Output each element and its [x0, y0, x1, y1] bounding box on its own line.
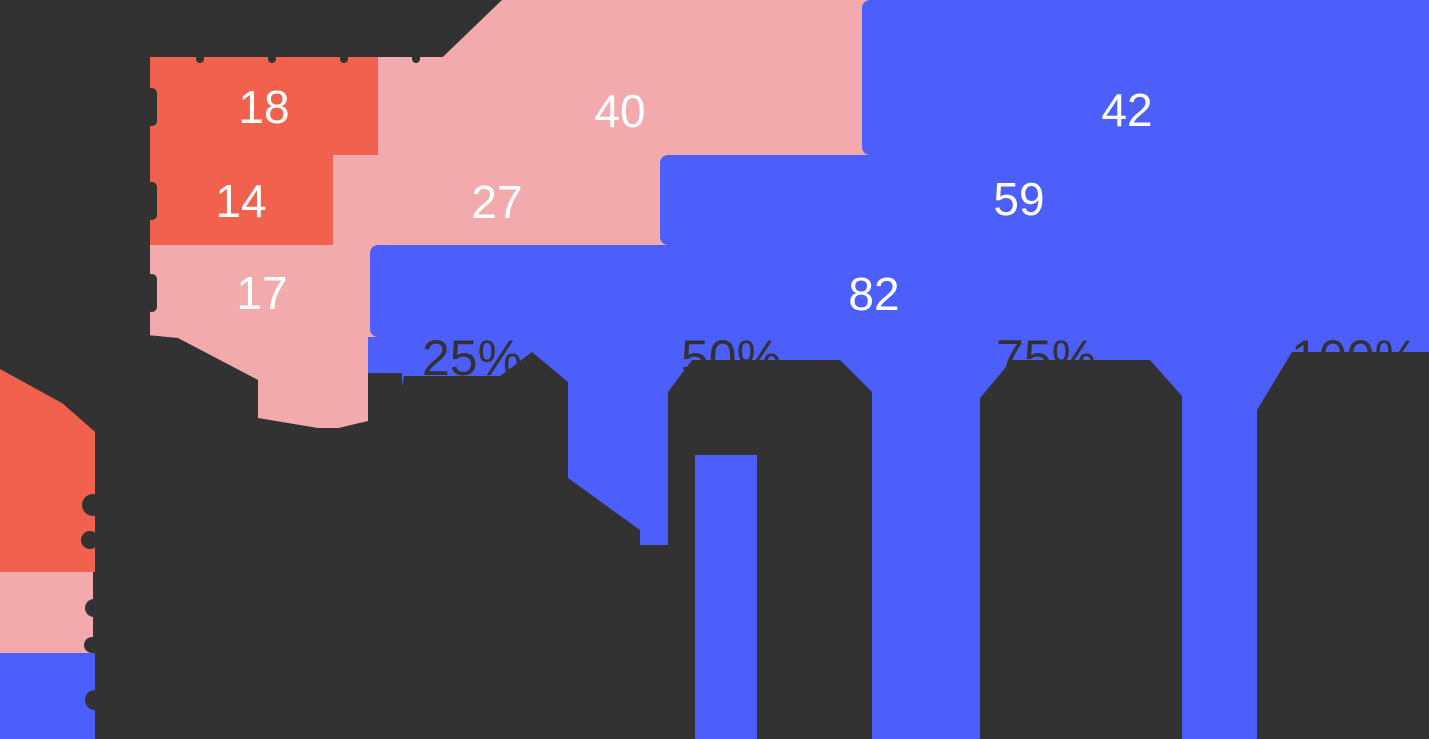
bar-row2-segment-blue[interactable] — [660, 155, 1429, 245]
bar-row3-segment-blue[interactable] — [370, 245, 1429, 337]
hidden-legend-text-notch — [82, 494, 104, 516]
hidden-title-descender — [412, 53, 420, 63]
value-label-row2-pink: 27 — [471, 176, 523, 228]
value-label-row2-red: 14 — [215, 175, 267, 227]
value-label-row2-blue: 59 — [993, 173, 1045, 225]
hidden-category-label-2 — [146, 182, 157, 220]
bar-row1-segment-blue[interactable] — [862, 0, 1429, 155]
bar-row3-segment-pink[interactable] — [150, 245, 378, 337]
value-label-row3-pink: 17 — [236, 267, 288, 319]
hidden-category-label-1 — [146, 88, 157, 126]
x-tick-50: 50% — [680, 330, 782, 386]
bar-row2-segment-pink[interactable] — [333, 155, 668, 245]
hidden-legend-text-notch — [85, 599, 103, 617]
hidden-legend-text-notch — [85, 690, 105, 710]
hidden-legend-text-notch — [84, 637, 100, 653]
value-label-row3-blue: 82 — [848, 268, 900, 320]
hidden-title-descender — [340, 53, 348, 63]
x-tick-75: 75% — [995, 330, 1097, 386]
value-label-row1-red: 18 — [238, 81, 290, 133]
bar-row2-segment-red[interactable] — [150, 155, 333, 245]
hidden-title-descender — [268, 53, 276, 63]
hidden-legend-text-notch — [81, 531, 99, 549]
legend-swatch-blue[interactable] — [0, 653, 95, 739]
hidden-category-label-3 — [146, 274, 157, 312]
value-label-row1-pink: 40 — [594, 85, 646, 137]
legend-swatch-pink[interactable] — [0, 572, 93, 653]
x-tick-25: 25% — [421, 330, 523, 386]
hidden-title-text-silhouette — [0, 0, 502, 57]
value-label-row1-blue: 42 — [1101, 84, 1153, 136]
hidden-title-descender — [196, 53, 204, 63]
x-tick-100: 100% — [1291, 330, 1419, 386]
